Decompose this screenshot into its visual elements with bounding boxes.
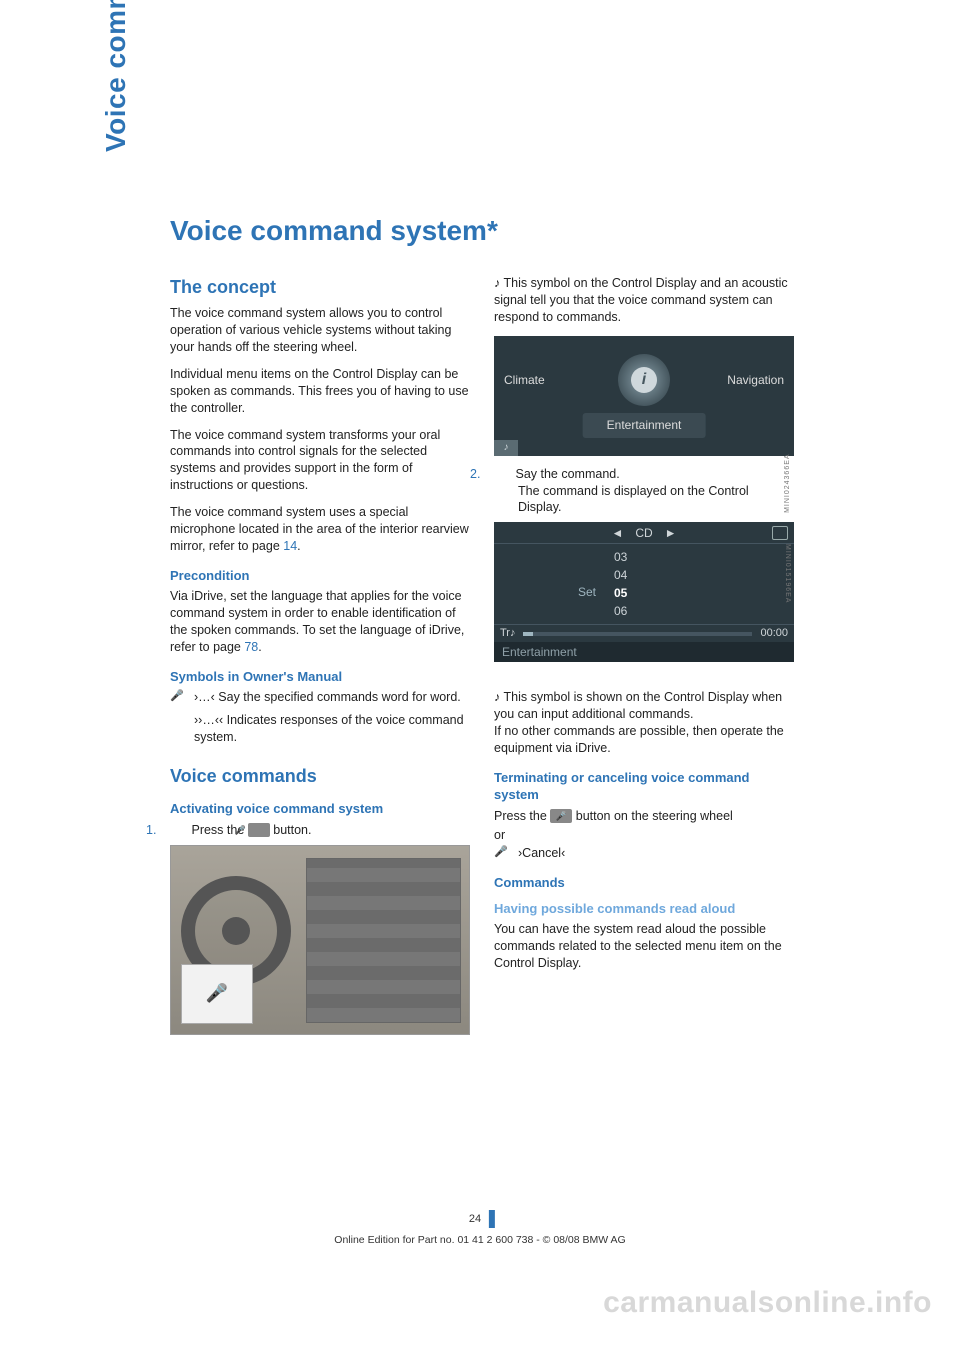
cancel-row: 🎤 ›Cancel‹ xyxy=(494,845,794,862)
step-1-text-b: button. xyxy=(270,823,312,837)
menu-climate: Climate xyxy=(504,372,545,388)
voice-button-callout: 🎤 xyxy=(181,964,253,1024)
heading-precondition: Precondition xyxy=(170,567,470,585)
page-number: 24 xyxy=(465,1211,489,1227)
para-concept-1: The voice command system allows you to c… xyxy=(170,305,470,356)
cd-track-06: 06 xyxy=(614,602,627,620)
image-tag-2: MINI015196EA xyxy=(783,544,792,603)
step-2-number: 2. xyxy=(494,466,512,483)
mic-icon: 🎤 xyxy=(170,689,188,706)
cd-track-04: 04 xyxy=(614,566,627,584)
heading-voice-commands: Voice commands xyxy=(170,764,470,788)
step-1-number: 1. xyxy=(170,822,188,839)
info-icon: i xyxy=(631,367,657,393)
blank-icon xyxy=(170,712,188,746)
para-concept-4: The voice command system uses a special … xyxy=(170,504,470,555)
center-console-icon xyxy=(306,858,461,1023)
para-additional-commands: ♪ This symbol is shown on the Control Di… xyxy=(494,672,794,756)
symbol-row-say: 🎤 ›…‹ Say the specified commands word fo… xyxy=(170,689,470,706)
cancel-command: ›Cancel‹ xyxy=(518,845,794,862)
step-2-text: Say the command. The command is displaye… xyxy=(515,467,748,515)
symbol-response-text: ››…‹‹ Indicates responses of the voice c… xyxy=(194,712,470,746)
cd-time: 00:00 xyxy=(760,626,788,641)
page-title: Voice command system* xyxy=(170,215,800,247)
image-tag-1: MINI024366EA xyxy=(783,454,792,513)
para-term-press: Press the 🎤 button on the steering wheel xyxy=(494,808,794,825)
para-or: or xyxy=(494,827,794,844)
watermark: carmanualsonline.info xyxy=(603,1286,932,1320)
para-concept-2: Individual menu items on the Control Dis… xyxy=(170,366,470,417)
arrow-left-icon: ◄ xyxy=(611,525,623,541)
cd-progress-bar xyxy=(523,632,752,636)
menu-center: i xyxy=(618,354,670,406)
cd-bottom-label: Entertainment xyxy=(494,642,794,662)
symbol-row-response: ››…‹‹ Indicates responses of the voice c… xyxy=(170,712,470,746)
heading-terminating: Terminating or canceling voice command s… xyxy=(494,769,794,804)
page-content: Voice command system* The concept The vo… xyxy=(170,215,800,1045)
page-link-78[interactable]: 78 xyxy=(244,640,258,654)
voice-button-icon-2: 🎤 xyxy=(550,809,572,823)
para-concept-4-end: . xyxy=(297,539,300,553)
idrive-cd-screenshot: ◄ CD ► Set 03 04 05 06 Tr♪ 00:00 Ente xyxy=(494,522,794,662)
para-symbol-respond: ♪ This symbol on the Control Display and… xyxy=(494,275,794,326)
cd-label: CD xyxy=(635,525,652,541)
mic-icon-2: 🎤 xyxy=(494,845,512,862)
page-link-14[interactable]: 14 xyxy=(283,539,297,553)
menu-entertainment: Entertainment xyxy=(583,413,706,437)
para-term-a: Press the xyxy=(494,809,550,823)
step-2: 2. Say the command. The command is displ… xyxy=(494,466,794,517)
heading-concept: The concept xyxy=(170,275,470,299)
left-column: The concept The voice command system all… xyxy=(170,275,470,1045)
para-term-b: button on the steering wheel xyxy=(572,809,733,823)
right-column: ♪ This symbol on the Control Display and… xyxy=(494,275,794,1045)
para-concept-3: The voice command system transforms your… xyxy=(170,427,470,495)
para-precondition: Via iDrive, set the language that applie… xyxy=(170,588,470,656)
side-tab: Voice command system xyxy=(100,0,132,225)
heading-symbols: Symbols in Owner's Manual xyxy=(170,668,470,686)
para-concept-4-text: The voice command system uses a special … xyxy=(170,505,469,553)
cd-header: ◄ CD ► xyxy=(494,522,794,544)
para-precondition-end: . xyxy=(258,640,261,654)
para-symbol-respond-text: This symbol on the Control Display and a… xyxy=(494,276,788,324)
cd-track-03: 03 xyxy=(614,548,627,566)
menu-navigation: Navigation xyxy=(727,372,784,388)
para-additional-text: This symbol is shown on the Control Disp… xyxy=(494,690,784,755)
arrow-right-icon: ► xyxy=(665,525,677,541)
heading-read-aloud: Having possible commands read aloud xyxy=(494,900,794,918)
cd-track-05: 05 xyxy=(614,584,627,602)
cd-track-list: 03 04 05 06 xyxy=(614,548,627,620)
symbol-say-text: ›…‹ Say the specified commands word for … xyxy=(194,689,470,706)
cd-set-label: Set xyxy=(578,584,596,600)
scroll-icon xyxy=(772,526,788,540)
page-number-marker xyxy=(489,1210,495,1228)
edition-line: Online Edition for Part no. 01 41 2 600 … xyxy=(334,1234,625,1246)
cd-tr-label: Tr♪ xyxy=(500,626,515,641)
step-1: 1. Press the 🎤 button. xyxy=(170,822,470,839)
dashboard-illustration: 🎤 xyxy=(170,845,470,1035)
cd-progress-row: Tr♪ 00:00 xyxy=(494,624,794,642)
para-precondition-text: Via iDrive, set the language that applie… xyxy=(170,589,464,654)
heading-activating: Activating voice command system xyxy=(170,800,470,818)
heading-commands: Commands xyxy=(494,874,794,892)
page-number-wrap: 24 xyxy=(465,1210,495,1228)
para-read-aloud: You can have the system read aloud the p… xyxy=(494,921,794,972)
idrive-main-menu-screenshot: Climate i Navigation Entertainment ♪ MIN… xyxy=(494,336,794,456)
voice-active-icon: ♪ xyxy=(494,440,518,456)
voice-button-icon: 🎤 xyxy=(248,823,270,837)
